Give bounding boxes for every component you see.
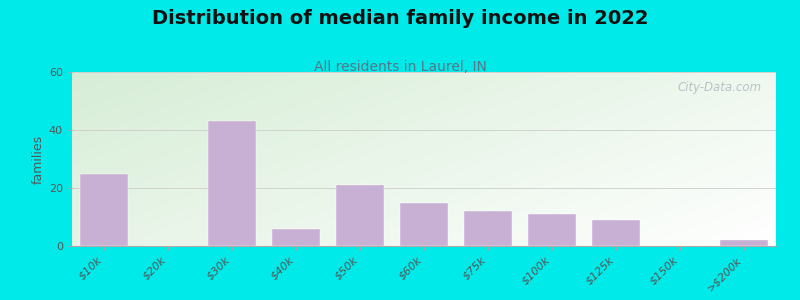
Text: Distribution of median family income in 2022: Distribution of median family income in … [152,9,648,28]
Text: All residents in Laurel, IN: All residents in Laurel, IN [314,60,486,74]
Bar [720,240,768,246]
Text: City-Data.com: City-Data.com [678,81,762,94]
Bar [80,173,128,246]
Y-axis label: families: families [32,134,45,184]
Bar [208,121,256,246]
Bar [400,202,448,246]
Bar [464,211,512,246]
Bar [528,214,576,246]
Bar [336,185,384,246]
Bar [592,220,640,246]
Bar [272,229,320,246]
